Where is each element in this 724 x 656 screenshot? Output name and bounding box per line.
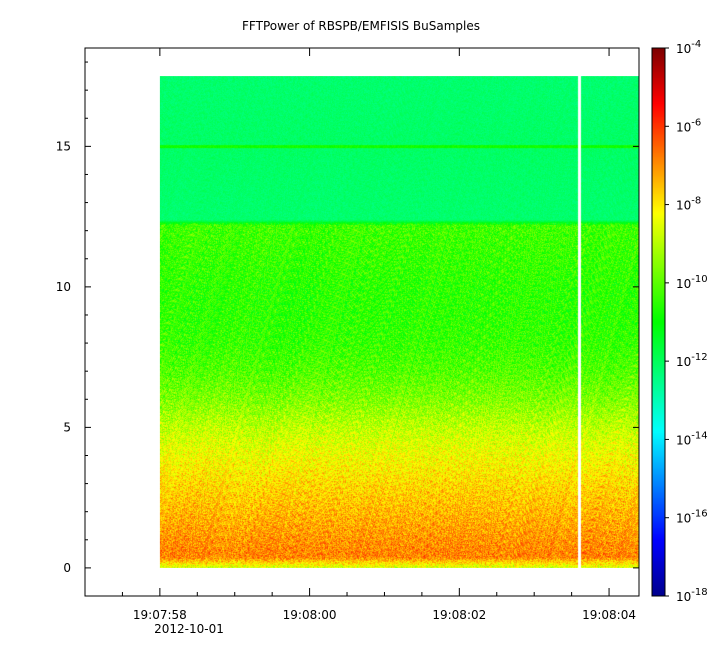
x-axis: 19:07:58 19:08:00 19:08:02 19:08:04 bbox=[84, 48, 636, 622]
colorbar-tick-label: 10-8 bbox=[676, 196, 701, 213]
x-tick-label: 19:08:04 bbox=[582, 608, 636, 622]
y-tick-label: 10 bbox=[56, 280, 71, 294]
x-tick-label: 19:08:00 bbox=[283, 608, 337, 622]
colorbar-tick-label: 10-4 bbox=[676, 39, 701, 56]
colorbar-tick-label: 10-12 bbox=[676, 352, 708, 369]
plot-area bbox=[84, 47, 640, 597]
colorbar-tick-label: 10-6 bbox=[676, 117, 701, 134]
colorbar: 10-4 10-6 10-8 10-10 10-12 10-14 10-16 10-18 bbox=[651, 39, 708, 604]
x-tick-label: 19:08:02 bbox=[432, 608, 486, 622]
colorbar-tick-label: 10-18 bbox=[676, 587, 708, 604]
y-axis: 0 5 10 15 bbox=[56, 61, 639, 575]
colorbar-tick-label: 10-16 bbox=[676, 509, 708, 526]
plot-frame bbox=[84, 47, 640, 597]
colorbar-frame bbox=[651, 47, 666, 597]
colorbar-gradient bbox=[652, 48, 665, 596]
spectrogram-heatmap bbox=[159, 76, 639, 568]
x-tick-label: 19:07:58 bbox=[133, 608, 187, 622]
y-tick-label: 15 bbox=[56, 139, 71, 153]
colorbar-tick-label: 10-14 bbox=[676, 430, 708, 447]
y-tick-label: 0 bbox=[63, 561, 71, 575]
colorbar-tick-label: 10-10 bbox=[676, 274, 708, 291]
chart-title: FFTPower of RBSPB/EMFISIS BuSamples bbox=[242, 19, 480, 33]
x-date-label: 2012-10-01 bbox=[154, 622, 224, 636]
y-tick-label: 5 bbox=[63, 420, 71, 434]
